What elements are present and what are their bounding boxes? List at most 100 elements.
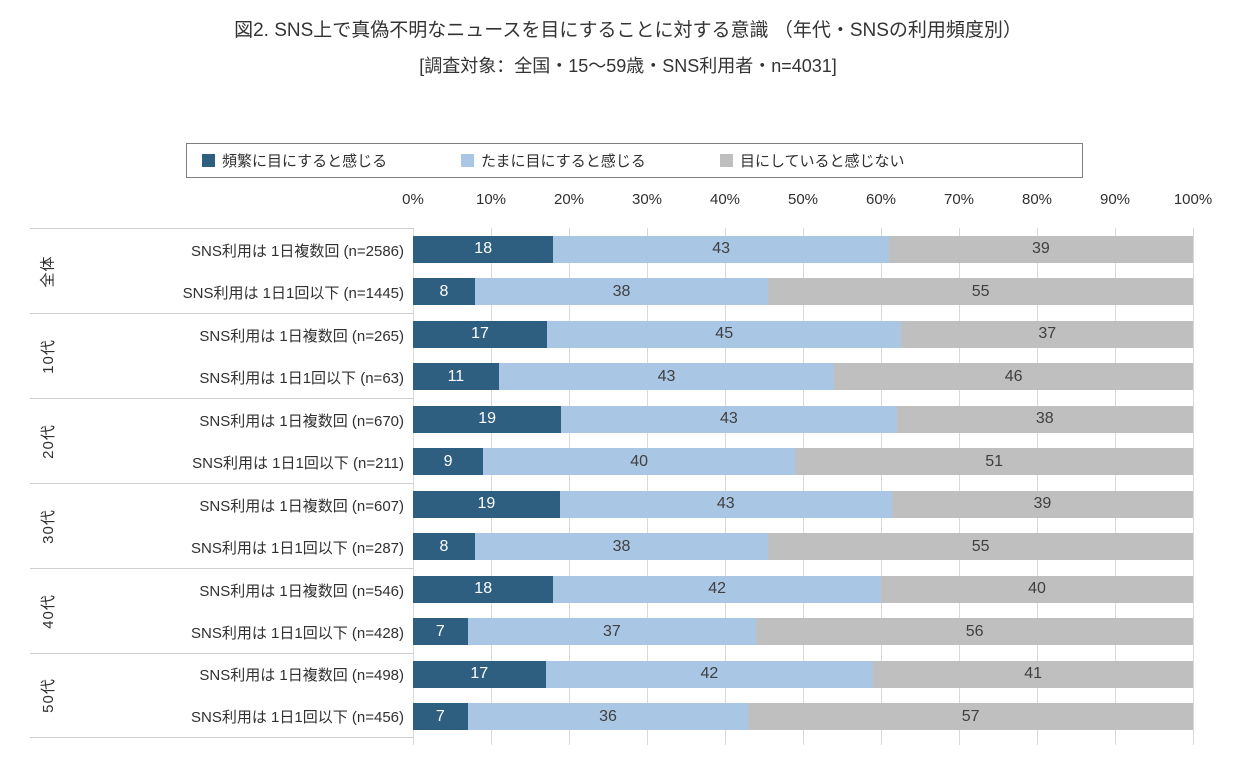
bar-segment: 43 <box>561 405 897 433</box>
bar-row: 19 43 39 <box>413 483 1193 526</box>
category-label: SNS利用は 1日1回以下 (n=287) <box>191 539 404 557</box>
bar-segment: 8 <box>413 533 475 561</box>
gridline <box>803 228 804 745</box>
bar-segment: 39 <box>888 235 1193 263</box>
category-label: SNS利用は 1日1回以下 (n=1445) <box>182 284 404 302</box>
category-label: SNS利用は 1日複数回 (n=546) <box>199 582 404 600</box>
legend-swatch-frequent-icon <box>202 154 215 167</box>
x-axis-tick-label: 10% <box>475 191 507 208</box>
row-labels: SNS利用は 1日複数回 (n=265) SNS利用は 1日1回以下 (n=63) <box>64 314 413 398</box>
group-label-area: 10代 SNS利用は 1日複数回 (n=265) SNS利用は 1日1回以下 (n=… <box>30 313 413 398</box>
gridline <box>1193 228 1194 745</box>
bar-row: 17 42 41 <box>413 653 1193 696</box>
bar-row: 7 37 56 <box>413 611 1193 654</box>
gridline <box>569 228 570 745</box>
x-axis-tick-label: 60% <box>865 191 897 208</box>
x-axis-tick-label: 50% <box>787 191 819 208</box>
bar-track: 9 40 51 <box>413 448 1193 476</box>
age-group: 40代 SNS利用は 1日複数回 (n=546) SNS利用は 1日1回以下 (n=… <box>30 568 1194 653</box>
chart-subtitle: [調査対象：全国・15〜59歳・SNS利用者・n=4031] <box>419 56 837 76</box>
gridline <box>881 228 882 745</box>
bar-segment: 19 <box>413 405 562 433</box>
group-label-text: 全体 <box>39 254 57 288</box>
x-axis-tick-label: 90% <box>1099 191 1131 208</box>
bar-segment: 46 <box>834 363 1193 391</box>
chart-groups: 全体 SNS利用は 1日複数回 (n=2586) SNS利用は 1日1回以下 (n=… <box>30 228 1194 738</box>
bar-track: 7 37 56 <box>413 618 1193 646</box>
chart-title: 図2. SNS上で真偽不明なニュースを目にすることに対する意識 （年代・SNSの… <box>234 20 1022 41</box>
bar-segment: 40 <box>483 448 796 476</box>
group-label-area: 50代 SNS利用は 1日複数回 (n=498) SNS利用は 1日1回以下 (n=… <box>30 653 413 738</box>
category-label: SNS利用は 1日1回以下 (n=456) <box>191 708 404 726</box>
bar-segment: 7 <box>413 618 468 646</box>
bar-segment: 37 <box>467 618 757 646</box>
bar-track: 19 43 38 <box>413 405 1193 433</box>
category-label: SNS利用は 1日複数回 (n=2586) <box>191 242 404 260</box>
bar-rows: 19 43 38 9 40 51 <box>413 398 1193 483</box>
age-group: 30代 SNS利用は 1日複数回 (n=607) SNS利用は 1日1回以下 (n=… <box>30 483 1194 568</box>
bar-row: 18 42 40 <box>413 568 1193 611</box>
x-axis: 0% 10% 20% 30% 40% 50% 60% 70% 80% 90% 100% <box>30 191 1240 213</box>
gridline <box>647 228 648 745</box>
title-block: 図2. SNS上で真偽不明なニュースを目にすることに対する意識 （年代・SNSの… <box>68 0 1188 78</box>
bar-row: 17 45 37 <box>413 313 1193 356</box>
legend-item-frequent: 頻繁に目にすると感じる <box>202 150 461 171</box>
category-label: SNS利用は 1日1回以下 (n=63) <box>199 369 404 387</box>
gridlines <box>413 228 1194 745</box>
x-axis-tick-label: 80% <box>1021 191 1053 208</box>
x-axis-tick-label: 30% <box>631 191 663 208</box>
bar-segment: 56 <box>756 618 1193 646</box>
bar-segment: 57 <box>748 703 1193 731</box>
bar-segment: 45 <box>546 320 902 348</box>
bar-rows: 18 43 39 8 38 55 <box>413 228 1193 313</box>
bar-track: 11 43 46 <box>413 363 1193 391</box>
bar-segment: 43 <box>498 363 835 391</box>
age-group: 50代 SNS利用は 1日複数回 (n=498) SNS利用は 1日1回以下 (n=… <box>30 653 1194 738</box>
bar-segment: 18 <box>413 575 554 603</box>
bar-segment: 7 <box>413 703 468 731</box>
bar-track: 19 43 39 <box>413 490 1193 518</box>
x-axis-tick-label: 100% <box>1173 191 1213 208</box>
bar-segment: 36 <box>467 703 749 731</box>
group-label: 20代 <box>30 399 64 483</box>
bar-track: 18 43 39 <box>413 235 1193 263</box>
bar-segment: 37 <box>901 320 1193 348</box>
bar-segment: 42 <box>545 660 874 688</box>
bar-segment: 19 <box>413 490 560 518</box>
category-label: SNS利用は 1日1回以下 (n=428) <box>191 624 404 642</box>
bar-segment: 43 <box>559 490 892 518</box>
legend-label-occasional: たまに目にすると感じる <box>481 153 646 170</box>
group-label-area: 30代 SNS利用は 1日複数回 (n=607) SNS利用は 1日1回以下 (n=… <box>30 483 413 568</box>
gridline <box>725 228 726 745</box>
bar-segment: 38 <box>474 278 769 306</box>
bar-segment: 17 <box>413 660 546 688</box>
bar-segment: 17 <box>413 320 547 348</box>
group-label: 全体 <box>30 229 64 313</box>
bar-segment: 55 <box>768 278 1193 306</box>
group-label-text: 50代 <box>39 678 57 713</box>
bar-row: 8 38 55 <box>413 271 1193 314</box>
bar-track: 8 38 55 <box>413 278 1193 306</box>
bar-track: 8 38 55 <box>413 533 1193 561</box>
row-labels: SNS利用は 1日複数回 (n=2586) SNS利用は 1日1回以下 (n=14… <box>64 229 413 313</box>
group-label-text: 10代 <box>39 338 57 374</box>
bar-track: 18 42 40 <box>413 575 1193 603</box>
legend-item-none: 目にしていると感じない <box>720 150 979 171</box>
age-group: 10代 SNS利用は 1日複数回 (n=265) SNS利用は 1日1回以下 (n=… <box>30 313 1194 398</box>
age-group: 全体 SNS利用は 1日複数回 (n=2586) SNS利用は 1日1回以下 (n=… <box>30 228 1194 313</box>
bar-segment: 8 <box>413 278 475 306</box>
bar-segment: 55 <box>768 533 1193 561</box>
legend-label-none: 目にしていると感じない <box>740 153 905 170</box>
category-label: SNS利用は 1日1回以下 (n=211) <box>192 454 404 472</box>
legend-swatch-occasional-icon <box>461 154 474 167</box>
group-label-text: 40代 <box>39 593 57 629</box>
gridline <box>413 228 414 745</box>
group-label: 30代 <box>30 484 64 568</box>
bar-row: 8 38 55 <box>413 526 1193 569</box>
age-group: 20代 SNS利用は 1日複数回 (n=670) SNS利用は 1日1回以下 (n=… <box>30 398 1194 483</box>
bar-segment: 38 <box>474 533 769 561</box>
legend: 頻繁に目にすると感じる たまに目にすると感じる 目にしていると感じない <box>186 143 1083 178</box>
group-label: 40代 <box>30 569 64 653</box>
bar-rows: 17 42 41 7 36 57 <box>413 653 1193 738</box>
category-label: SNS利用は 1日複数回 (n=498) <box>199 667 404 685</box>
